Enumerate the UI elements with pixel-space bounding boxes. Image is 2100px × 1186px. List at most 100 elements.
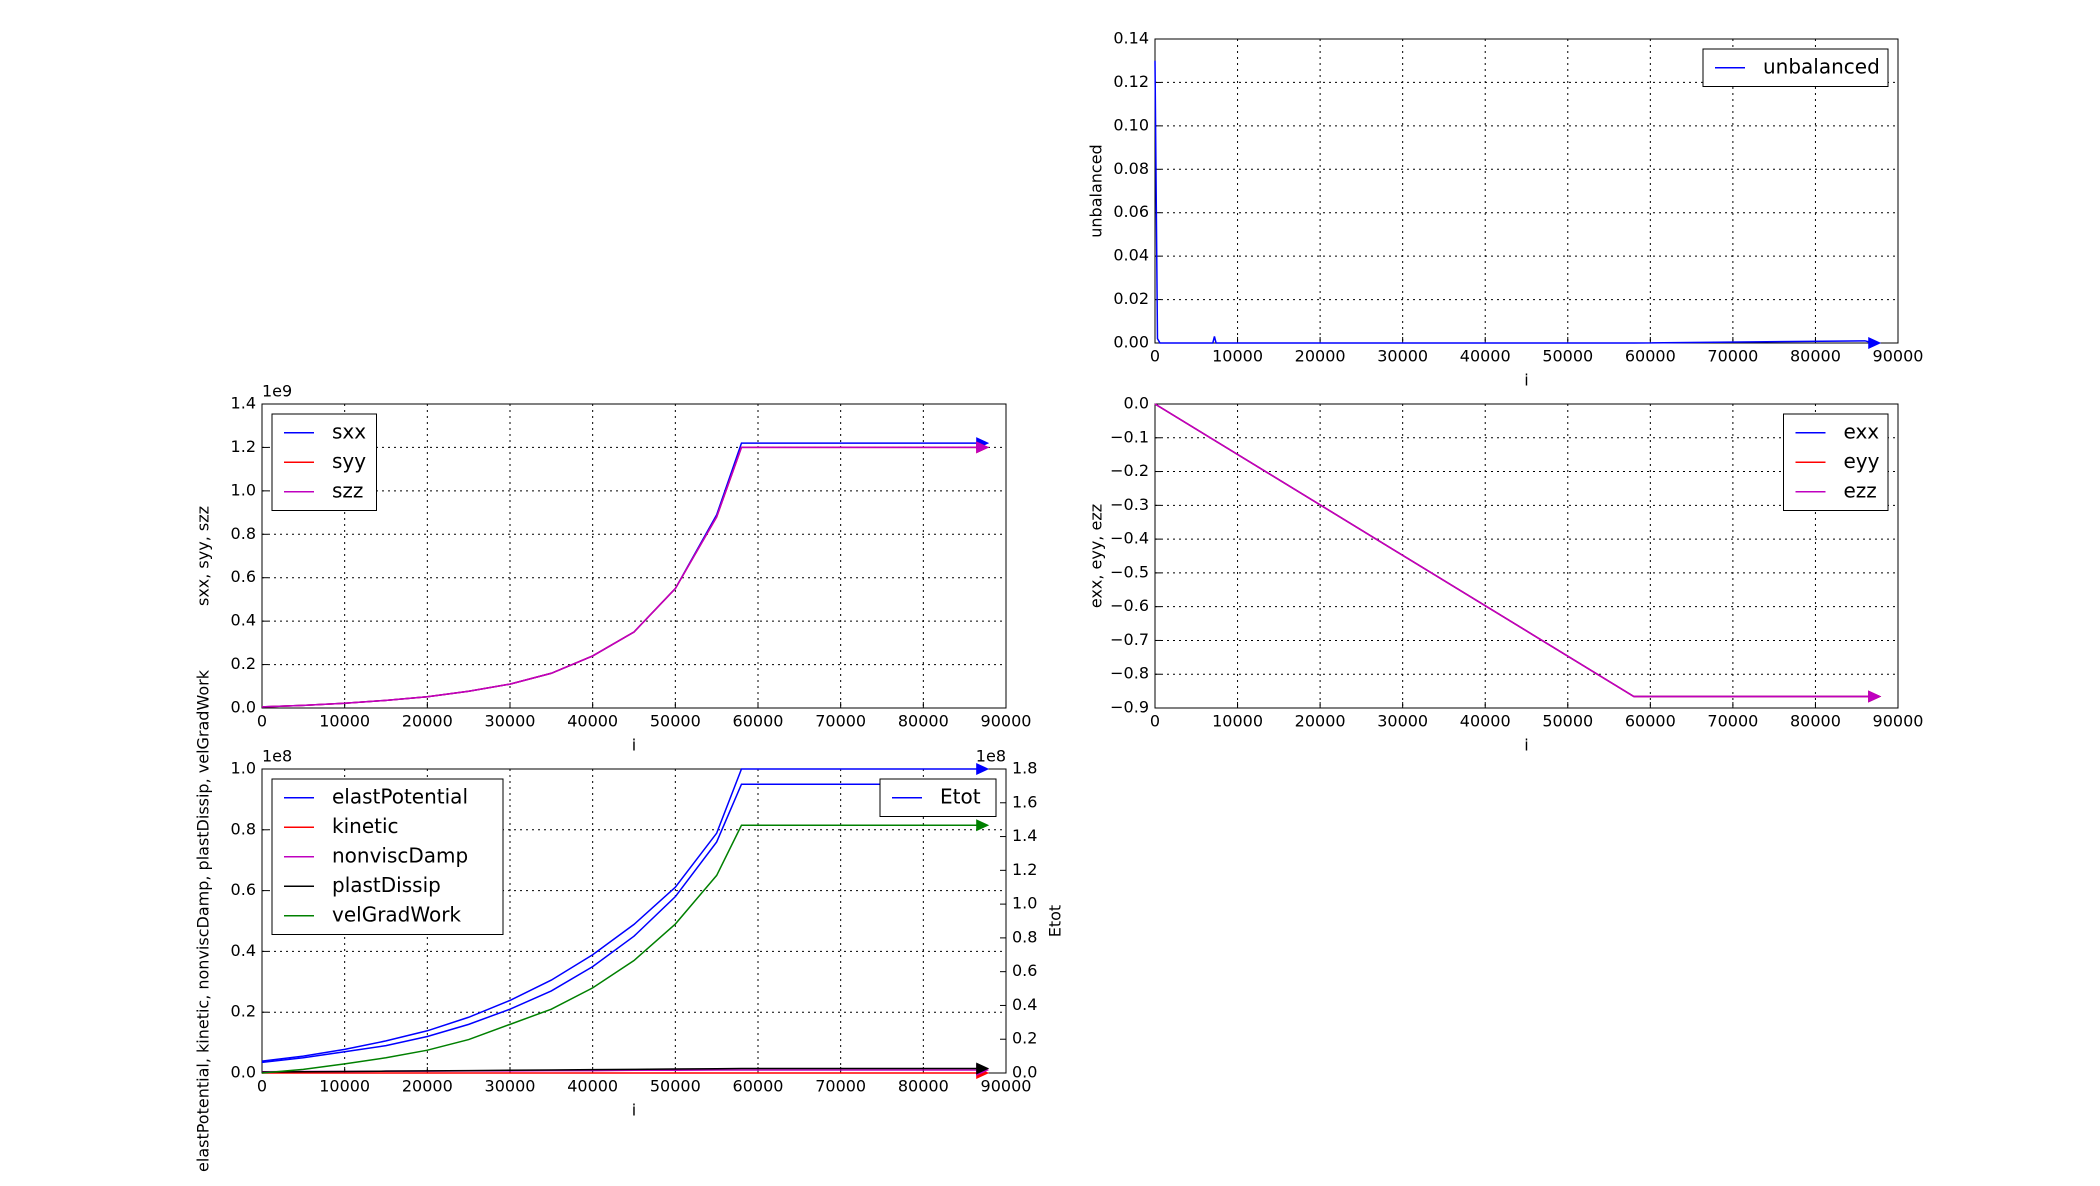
- y-tick-label: 0.8: [231, 819, 256, 838]
- y-tick-label: −0.6: [1110, 596, 1149, 615]
- x-tick-label: 40000: [1460, 347, 1511, 366]
- y2-tick-label: 1.2: [1012, 860, 1037, 879]
- y-tick-label: 0.0: [231, 698, 256, 717]
- y-tick-label: 0.6: [231, 880, 256, 899]
- x-tick-label: 40000: [1460, 712, 1511, 731]
- y-tick-label: 0.0: [1124, 394, 1149, 413]
- y-tick-label: −0.1: [1110, 427, 1149, 446]
- legend-label: elastPotential: [332, 784, 468, 808]
- x-tick-label: 30000: [1377, 347, 1428, 366]
- legend-label: Etot: [940, 784, 981, 808]
- x-tick-label: 50000: [650, 712, 701, 731]
- y-tick-label: 0.8: [231, 524, 256, 543]
- x-tick-label: 30000: [485, 1077, 536, 1096]
- x-tick-label: 80000: [898, 712, 949, 731]
- legend-label: velGradWork: [332, 902, 461, 926]
- y-tick-label: 0.2: [231, 654, 256, 673]
- y-tick-label: 0.4: [231, 941, 256, 960]
- y-tick-label: 1.0: [231, 480, 256, 499]
- legend-label: plastDissip: [332, 873, 441, 897]
- end-marker: [976, 763, 990, 775]
- legend-label: nonviscDamp: [332, 843, 468, 867]
- chart: 0 10000 20000 30000 40000 50000 60000 70000 8000…: [1087, 394, 1924, 755]
- end-marker: [976, 1062, 990, 1075]
- x-tick-label: 90000: [1873, 712, 1924, 731]
- x-tick-label: 0: [1150, 712, 1160, 731]
- offset-label: 1e8: [976, 747, 1006, 766]
- y-tick-label: 1.4: [231, 394, 256, 413]
- series-line: [261, 446, 982, 708]
- x-tick-label: 60000: [733, 1077, 784, 1096]
- legend: elastPotential kinetic nonviscDamp plastDis…: [271, 778, 504, 935]
- y-tick-label: −0.7: [1110, 630, 1149, 649]
- y-tick-label: 0.0: [231, 1063, 256, 1082]
- legend: sxx syy szz: [271, 413, 377, 511]
- x-tick-label: 20000: [402, 712, 453, 731]
- series-line: [261, 1067, 982, 1073]
- y2-tick-label: 1.0: [1012, 894, 1037, 913]
- end-marker: [1868, 690, 1882, 703]
- x-tick-label: 90000: [981, 1077, 1032, 1096]
- x-tick-label: 60000: [733, 712, 784, 731]
- y-tick-label: 0.00: [1113, 333, 1149, 352]
- series-line: [1154, 60, 1874, 344]
- x-tick-label: 20000: [1295, 347, 1346, 366]
- x-axis-label: i: [1524, 371, 1528, 390]
- legend-label: eyy: [1844, 449, 1880, 473]
- x-axis-label: i: [632, 736, 636, 755]
- series-line: [1154, 403, 1874, 698]
- axes-frame: [1154, 403, 1899, 709]
- x-tick-label: 90000: [981, 712, 1032, 731]
- y-tick-label: −0.8: [1110, 664, 1149, 683]
- end-marker: [976, 441, 990, 454]
- legend-label: kinetic: [332, 814, 399, 838]
- x-tick-label: 30000: [485, 712, 536, 731]
- x-tick-label: 50000: [650, 1077, 701, 1096]
- legend-label: ezz: [1844, 478, 1877, 502]
- x-tick-label: 0: [1150, 347, 1160, 366]
- y-tick-label: 0.2: [231, 1002, 256, 1021]
- y-axis-label: sxx, syy, szz: [194, 506, 213, 606]
- x-tick-label: 40000: [567, 1077, 618, 1096]
- x-tick-label: 0: [257, 712, 267, 731]
- x-tick-label: 60000: [1625, 347, 1676, 366]
- x-tick-label: 80000: [1790, 712, 1841, 731]
- y2-tick-label: 0.2: [1012, 1029, 1037, 1048]
- x-tick-label: 70000: [815, 712, 866, 731]
- y-axis-label: exx, eyy, ezz: [1087, 504, 1106, 608]
- y-tick-label: 0.02: [1113, 289, 1149, 308]
- legend: exx eyy ezz: [1783, 413, 1889, 511]
- y2-tick-label: 1.6: [1012, 792, 1037, 811]
- x-tick-label: 70000: [1707, 347, 1758, 366]
- x-tick-label: 10000: [1212, 712, 1263, 731]
- y-tick-label: 0.04: [1113, 246, 1149, 265]
- legend-label: exx: [1844, 419, 1880, 443]
- y-tick-label: 0.08: [1113, 159, 1149, 178]
- legend-label: unbalanced: [1763, 54, 1880, 78]
- y-tick-label: 1.2: [231, 437, 256, 456]
- y2-tick-label: 0.6: [1012, 961, 1037, 980]
- series-line: [261, 783, 982, 1064]
- x-tick-label: 10000: [1212, 347, 1263, 366]
- x-tick-label: 60000: [1625, 712, 1676, 731]
- series-line: [261, 768, 982, 1062]
- y-tick-label: −0.9: [1110, 698, 1149, 717]
- x-tick-label: 50000: [1542, 347, 1593, 366]
- x-tick-label: 30000: [1377, 712, 1428, 731]
- chart: 0 10000 20000 30000 40000 50000 60000 70000 8000…: [194, 382, 1032, 755]
- y-tick-label: 0.4: [231, 611, 256, 630]
- y-tick-label: −0.2: [1110, 461, 1149, 480]
- x-tick-label: 50000: [1542, 712, 1593, 731]
- x-axis-label: i: [1524, 736, 1528, 755]
- legend-label: syy: [332, 449, 366, 473]
- y-tick-label: −0.5: [1110, 562, 1149, 581]
- y-tick-label: 0.14: [1113, 29, 1149, 48]
- offset-label: 1e9: [262, 382, 292, 401]
- x-tick-label: 80000: [898, 1077, 949, 1096]
- legend-label: szz: [332, 478, 363, 502]
- y-tick-label: 0.12: [1113, 72, 1149, 91]
- y-tick-label: −0.3: [1110, 495, 1149, 514]
- y2-axis-label: Etot: [1046, 905, 1065, 937]
- chart: 0 10000 20000 30000 40000 50000 60000 70000 8000…: [194, 669, 1065, 1172]
